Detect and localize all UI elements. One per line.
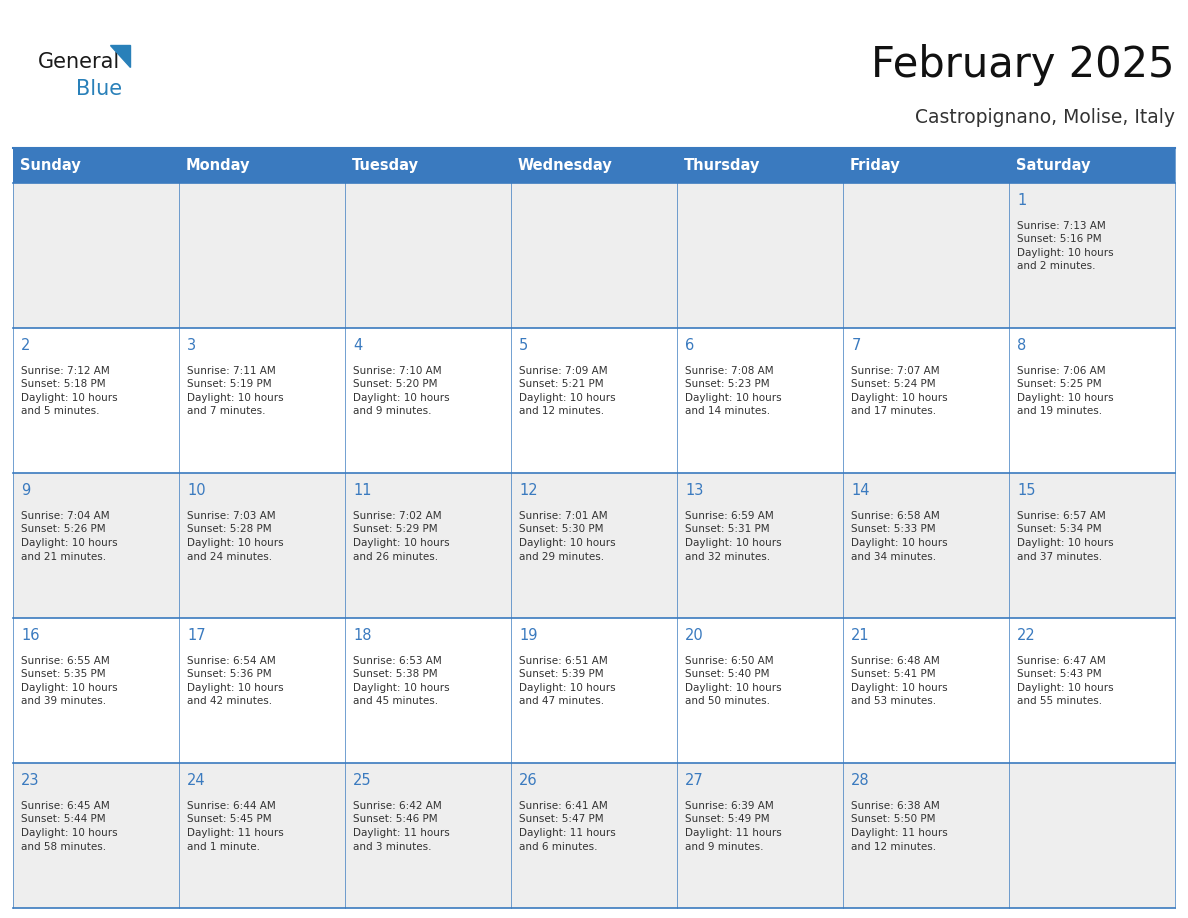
Text: 28: 28 — [852, 773, 870, 789]
Text: Sunrise: 7:13 AM
Sunset: 5:16 PM
Daylight: 10 hours
and 2 minutes.: Sunrise: 7:13 AM Sunset: 5:16 PM Dayligh… — [1017, 220, 1114, 272]
Text: 4: 4 — [353, 338, 362, 353]
Polygon shape — [110, 45, 129, 67]
Text: Sunrise: 7:09 AM
Sunset: 5:21 PM
Daylight: 10 hours
and 12 minutes.: Sunrise: 7:09 AM Sunset: 5:21 PM Dayligh… — [519, 365, 615, 417]
Text: 27: 27 — [685, 773, 704, 789]
Bar — [511, 148, 677, 183]
Text: 15: 15 — [1017, 483, 1036, 498]
Text: 22: 22 — [1017, 628, 1036, 644]
Bar — [677, 148, 843, 183]
Bar — [179, 148, 345, 183]
Text: 12: 12 — [519, 483, 538, 498]
Text: 20: 20 — [685, 628, 704, 644]
Text: 1: 1 — [1017, 193, 1026, 208]
Text: Sunrise: 7:01 AM
Sunset: 5:30 PM
Daylight: 10 hours
and 29 minutes.: Sunrise: 7:01 AM Sunset: 5:30 PM Dayligh… — [519, 510, 615, 562]
Text: Sunrise: 6:48 AM
Sunset: 5:41 PM
Daylight: 10 hours
and 53 minutes.: Sunrise: 6:48 AM Sunset: 5:41 PM Dayligh… — [852, 655, 948, 707]
Text: 25: 25 — [353, 773, 372, 789]
Text: 10: 10 — [188, 483, 206, 498]
Text: Sunrise: 7:06 AM
Sunset: 5:25 PM
Daylight: 10 hours
and 19 minutes.: Sunrise: 7:06 AM Sunset: 5:25 PM Dayligh… — [1017, 365, 1114, 417]
Text: Sunrise: 6:53 AM
Sunset: 5:38 PM
Daylight: 10 hours
and 45 minutes.: Sunrise: 6:53 AM Sunset: 5:38 PM Dayligh… — [353, 655, 450, 707]
Text: Sunrise: 6:44 AM
Sunset: 5:45 PM
Daylight: 11 hours
and 1 minute.: Sunrise: 6:44 AM Sunset: 5:45 PM Dayligh… — [188, 800, 284, 852]
Text: February 2025: February 2025 — [872, 44, 1175, 86]
Bar — [13, 618, 1175, 763]
Text: Tuesday: Tuesday — [352, 158, 418, 173]
Bar — [13, 328, 1175, 473]
Bar — [345, 148, 511, 183]
Text: Sunrise: 7:12 AM
Sunset: 5:18 PM
Daylight: 10 hours
and 5 minutes.: Sunrise: 7:12 AM Sunset: 5:18 PM Dayligh… — [21, 365, 118, 417]
Bar — [13, 148, 179, 183]
Bar — [13, 183, 1175, 328]
Bar — [13, 763, 1175, 908]
Text: Sunrise: 7:03 AM
Sunset: 5:28 PM
Daylight: 10 hours
and 24 minutes.: Sunrise: 7:03 AM Sunset: 5:28 PM Dayligh… — [188, 510, 284, 562]
Text: Sunrise: 6:58 AM
Sunset: 5:33 PM
Daylight: 10 hours
and 34 minutes.: Sunrise: 6:58 AM Sunset: 5:33 PM Dayligh… — [852, 510, 948, 562]
Text: Wednesday: Wednesday — [518, 158, 612, 173]
Text: 2: 2 — [21, 338, 31, 353]
Text: Sunrise: 7:10 AM
Sunset: 5:20 PM
Daylight: 10 hours
and 9 minutes.: Sunrise: 7:10 AM Sunset: 5:20 PM Dayligh… — [353, 365, 450, 417]
Text: Saturday: Saturday — [1016, 158, 1091, 173]
Text: Friday: Friday — [849, 158, 901, 173]
Text: Castropignano, Molise, Italy: Castropignano, Molise, Italy — [915, 108, 1175, 127]
Text: 6: 6 — [685, 338, 695, 353]
Text: Sunrise: 7:02 AM
Sunset: 5:29 PM
Daylight: 10 hours
and 26 minutes.: Sunrise: 7:02 AM Sunset: 5:29 PM Dayligh… — [353, 510, 450, 562]
Text: 3: 3 — [188, 338, 196, 353]
Text: 14: 14 — [852, 483, 870, 498]
Text: 21: 21 — [852, 628, 870, 644]
Text: Sunrise: 6:51 AM
Sunset: 5:39 PM
Daylight: 10 hours
and 47 minutes.: Sunrise: 6:51 AM Sunset: 5:39 PM Dayligh… — [519, 655, 615, 707]
Text: 13: 13 — [685, 483, 703, 498]
Text: Sunrise: 6:41 AM
Sunset: 5:47 PM
Daylight: 11 hours
and 6 minutes.: Sunrise: 6:41 AM Sunset: 5:47 PM Dayligh… — [519, 800, 617, 852]
Text: Sunrise: 6:50 AM
Sunset: 5:40 PM
Daylight: 10 hours
and 50 minutes.: Sunrise: 6:50 AM Sunset: 5:40 PM Dayligh… — [685, 655, 782, 707]
Text: Sunrise: 7:11 AM
Sunset: 5:19 PM
Daylight: 10 hours
and 7 minutes.: Sunrise: 7:11 AM Sunset: 5:19 PM Dayligh… — [188, 365, 284, 417]
Text: 24: 24 — [188, 773, 206, 789]
Text: Thursday: Thursday — [683, 158, 760, 173]
Text: Sunrise: 6:39 AM
Sunset: 5:49 PM
Daylight: 11 hours
and 9 minutes.: Sunrise: 6:39 AM Sunset: 5:49 PM Dayligh… — [685, 800, 782, 852]
Text: 26: 26 — [519, 773, 538, 789]
Text: 16: 16 — [21, 628, 40, 644]
Text: 18: 18 — [353, 628, 372, 644]
Bar — [1009, 148, 1175, 183]
Text: Sunrise: 6:55 AM
Sunset: 5:35 PM
Daylight: 10 hours
and 39 minutes.: Sunrise: 6:55 AM Sunset: 5:35 PM Dayligh… — [21, 655, 118, 707]
Text: Sunrise: 6:57 AM
Sunset: 5:34 PM
Daylight: 10 hours
and 37 minutes.: Sunrise: 6:57 AM Sunset: 5:34 PM Dayligh… — [1017, 510, 1114, 562]
Text: Sunrise: 6:45 AM
Sunset: 5:44 PM
Daylight: 10 hours
and 58 minutes.: Sunrise: 6:45 AM Sunset: 5:44 PM Dayligh… — [21, 800, 118, 852]
Text: Sunrise: 7:07 AM
Sunset: 5:24 PM
Daylight: 10 hours
and 17 minutes.: Sunrise: 7:07 AM Sunset: 5:24 PM Dayligh… — [852, 365, 948, 417]
Text: Sunday: Sunday — [20, 158, 81, 173]
Text: 5: 5 — [519, 338, 529, 353]
Text: Sunrise: 6:38 AM
Sunset: 5:50 PM
Daylight: 11 hours
and 12 minutes.: Sunrise: 6:38 AM Sunset: 5:50 PM Dayligh… — [852, 800, 948, 852]
Text: Sunrise: 6:47 AM
Sunset: 5:43 PM
Daylight: 10 hours
and 55 minutes.: Sunrise: 6:47 AM Sunset: 5:43 PM Dayligh… — [1017, 655, 1114, 707]
Text: General: General — [38, 52, 120, 73]
Text: Sunrise: 6:59 AM
Sunset: 5:31 PM
Daylight: 10 hours
and 32 minutes.: Sunrise: 6:59 AM Sunset: 5:31 PM Dayligh… — [685, 510, 782, 562]
Text: 8: 8 — [1017, 338, 1026, 353]
Text: Monday: Monday — [185, 158, 251, 173]
Bar — [843, 148, 1009, 183]
Text: 17: 17 — [188, 628, 206, 644]
Text: 23: 23 — [21, 773, 40, 789]
Text: 9: 9 — [21, 483, 31, 498]
Text: Sunrise: 7:08 AM
Sunset: 5:23 PM
Daylight: 10 hours
and 14 minutes.: Sunrise: 7:08 AM Sunset: 5:23 PM Dayligh… — [685, 365, 782, 417]
Text: Sunrise: 6:54 AM
Sunset: 5:36 PM
Daylight: 10 hours
and 42 minutes.: Sunrise: 6:54 AM Sunset: 5:36 PM Dayligh… — [188, 655, 284, 707]
Text: Blue: Blue — [76, 80, 122, 99]
Text: 7: 7 — [852, 338, 860, 353]
Bar — [13, 473, 1175, 618]
Text: Sunrise: 7:04 AM
Sunset: 5:26 PM
Daylight: 10 hours
and 21 minutes.: Sunrise: 7:04 AM Sunset: 5:26 PM Dayligh… — [21, 510, 118, 562]
Text: 11: 11 — [353, 483, 372, 498]
Text: Sunrise: 6:42 AM
Sunset: 5:46 PM
Daylight: 11 hours
and 3 minutes.: Sunrise: 6:42 AM Sunset: 5:46 PM Dayligh… — [353, 800, 450, 852]
Text: 19: 19 — [519, 628, 538, 644]
